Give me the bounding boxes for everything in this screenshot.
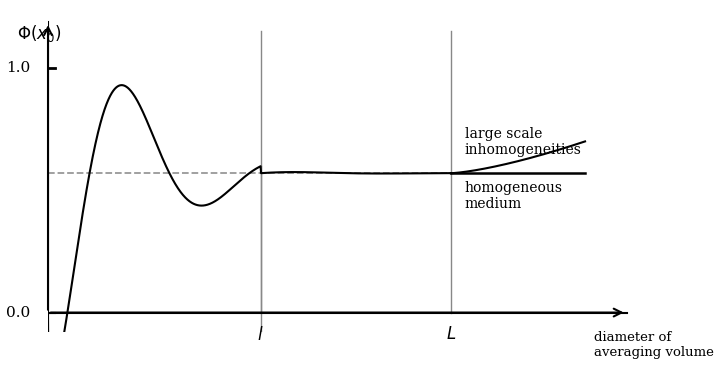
- Text: homogeneous
medium: homogeneous medium: [465, 180, 562, 211]
- Text: large scale
inhomogeneities: large scale inhomogeneities: [465, 127, 581, 157]
- Text: 0.0: 0.0: [6, 306, 30, 320]
- Text: $l$: $l$: [257, 326, 264, 344]
- Text: diameter of
averaging volume: diameter of averaging volume: [594, 331, 714, 359]
- Text: 1.0: 1.0: [6, 61, 30, 75]
- Text: $L$: $L$: [445, 326, 456, 343]
- Text: $\Phi(x_0)$: $\Phi(x_0)$: [17, 23, 61, 44]
